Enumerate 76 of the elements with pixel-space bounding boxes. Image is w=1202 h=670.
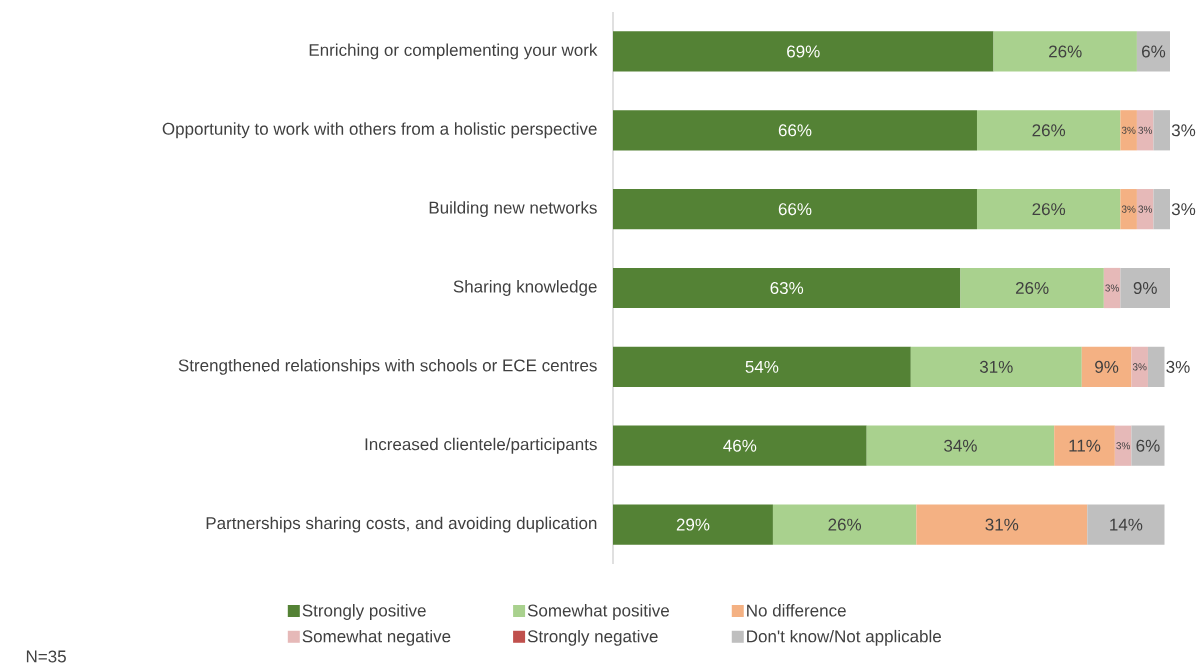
data-label: 3%	[1138, 126, 1153, 134]
bar	[1131, 346, 1148, 387]
bar	[993, 31, 1137, 72]
bar	[976, 110, 1121, 151]
bar	[613, 189, 977, 230]
bar	[772, 504, 917, 545]
bar	[1136, 31, 1171, 72]
bar	[976, 189, 1121, 230]
y-tick-label: Enriching or complementing your work	[309, 43, 598, 60]
data-label: 3%	[1132, 363, 1147, 371]
data-label: 26%	[1032, 203, 1066, 216]
data-label: 3%	[1138, 205, 1153, 213]
data-label: 31%	[979, 360, 1013, 373]
data-label: 9%	[1095, 360, 1119, 373]
bar	[1114, 425, 1132, 466]
data-label: 3%	[1105, 284, 1119, 292]
bar	[1103, 267, 1121, 309]
bar	[910, 346, 1082, 387]
y-tick-label: Partnerships sharing costs, and avoiding duplication	[206, 516, 597, 533]
bar	[1136, 110, 1154, 151]
bar	[1120, 267, 1171, 309]
data-label: 6%	[1136, 439, 1160, 452]
data-label: 46%	[723, 439, 757, 452]
data-label: 26%	[1015, 281, 1049, 295]
bar	[1087, 504, 1165, 545]
bar	[613, 31, 994, 72]
data-label: 26%	[828, 518, 862, 531]
bar	[1153, 189, 1171, 230]
data-label: 9%	[1133, 281, 1157, 295]
data-label: 3%	[1121, 205, 1136, 213]
bar	[1120, 189, 1137, 230]
data-label: 63%	[770, 281, 804, 295]
text: N=35	[26, 650, 66, 663]
bar	[613, 346, 911, 387]
data-label: 6%	[1142, 45, 1166, 58]
data-label: 54%	[745, 360, 779, 373]
bar	[613, 110, 977, 151]
y-tick-label: Opportunity to work with others from a holistic perspective	[162, 122, 597, 139]
data-label: 69%	[787, 45, 820, 58]
bar	[1131, 425, 1165, 466]
data-label: 14%	[1110, 518, 1143, 531]
y-tick-label: Building new networks	[429, 201, 597, 218]
data-label: 3%	[1121, 126, 1136, 134]
y-tick-label: Sharing knowledge	[453, 280, 597, 296]
bar	[1136, 189, 1154, 230]
data-label: 26%	[1049, 45, 1082, 58]
bar	[613, 425, 867, 466]
bar	[613, 504, 773, 545]
data-label: 26%	[1032, 124, 1066, 137]
bar	[1120, 110, 1137, 151]
bar	[1081, 346, 1132, 387]
y-tick-label: Increased clientele/participants	[365, 437, 597, 454]
bar	[1054, 425, 1115, 466]
legend-label: Strongly positive	[302, 604, 426, 620]
bar	[960, 267, 1104, 309]
data-label: 66%	[778, 203, 812, 216]
bar	[916, 504, 1088, 545]
bar	[613, 267, 961, 309]
legend-label: No difference	[747, 604, 846, 617]
data-label: 3%	[1166, 360, 1190, 373]
data-label: 29%	[676, 518, 710, 531]
data-label: 31%	[985, 518, 1019, 531]
bar	[1147, 346, 1165, 387]
data-label: 3%	[1116, 442, 1130, 450]
data-label: 3%	[1171, 203, 1196, 216]
data-label: 34%	[944, 439, 977, 452]
legend-label: Somewhat negative	[302, 629, 451, 646]
legend-label: Don't know/Not applicable	[747, 629, 941, 646]
data-label: 66%	[778, 124, 812, 137]
bar	[866, 425, 1055, 466]
bar	[1153, 110, 1171, 151]
legend-label: Strongly negative	[527, 629, 658, 646]
y-tick-label: Strengthened relationships with schools or ECE centres	[178, 358, 597, 375]
data-label: 3%	[1171, 124, 1196, 137]
data-label: 11%	[1069, 439, 1101, 452]
legend-label: Somewhat positive	[527, 604, 669, 620]
